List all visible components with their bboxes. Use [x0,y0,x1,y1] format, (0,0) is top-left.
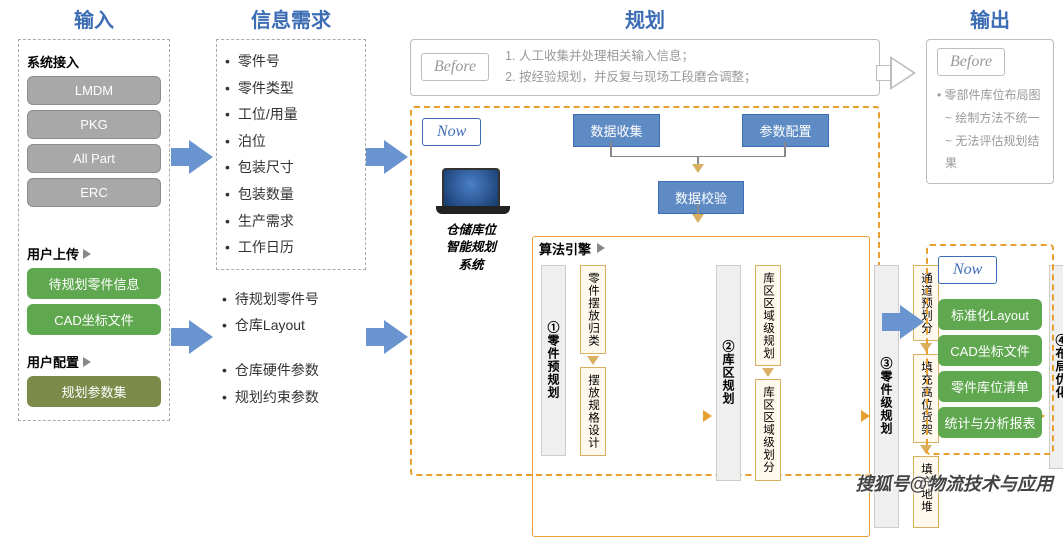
plan-before-box: Before 1. 人工收集并处理相关输入信息； 2. 按经验规划，并反复与现场… [410,39,880,96]
arrow-right-icon [189,140,213,174]
system-name: 仓储库位 智能规划 系统 [426,222,516,275]
chevron-right-icon [83,249,91,259]
plan-now-box: Now 仓储库位 智能规划 系统 数据收集 参数配置 数据校验 [410,106,880,476]
before-tag: Before [937,48,1005,76]
phase-header: ①零件预规划 [541,265,566,456]
arrow-right-icon [900,305,924,339]
sect-config: 用户配置 [27,352,161,371]
sys-item: All Part [27,144,161,173]
upload-item: 待规划零件信息 [27,268,161,299]
chevron-right-icon [597,243,605,253]
input-panel: 系统接入 LMDM PKG All Part ERC 用户上传 待规划零件信息 … [18,39,170,421]
upload-item: CAD坐标文件 [27,304,161,335]
sect-system: 系统接入 [27,52,161,71]
arrow-down-icon [762,368,774,377]
out-item: 统计与分析报表 [938,407,1042,438]
now-tag: Now [938,256,997,284]
phase-group: ②库区规划库区区域级规划库区区域级划分 [716,265,857,481]
before-tag: Before [421,53,489,81]
arrow-right-icon [384,140,408,174]
header-demand: 信息需求 [216,4,366,33]
phase-cell: 库区区域级规划 [755,265,781,367]
arrow-down-icon [692,164,704,173]
phase-cell: 库区区域级划分 [755,379,781,481]
demand-list: 零件号零件类型 工位/用量泊位 包装尺寸包装数量 生产需求工作日历 [225,48,357,261]
arrow-down-icon [692,214,704,223]
config-item: 规划参数集 [27,376,161,407]
before-line: 1. 人工收集并处理相关输入信息； [505,46,756,67]
arrow-right-icon [384,320,408,354]
engine-title: 算法引擎 [539,239,605,258]
header-plan: 规划 [410,4,880,33]
now-tag: Now [422,118,481,146]
sect-upload: 用户上传 [27,244,161,263]
sys-item: ERC [27,178,161,207]
output-before-box: Before • 零部件库位布局图 ~ 绘制方法不统一 ~ 无法评估规划结果 [926,39,1054,184]
phase-header: ②库区规划 [716,265,741,481]
demand-panel-1: 零件号零件类型 工位/用量泊位 包装尺寸包装数量 生产需求工作日历 [216,39,366,270]
engine-box: 算法引擎 ①零件预规划零件摆放归类摆放规格设计②库区规划库区区域级规划库区区域级… [532,236,870,537]
node-collect: 数据收集 [573,114,659,147]
arrow-right-small-icon [703,410,712,422]
arrow-right-small-icon [861,410,870,422]
demand-list-3: 仓库硬件参数规划约束参数 [216,357,366,410]
header-output: 输出 [926,4,1054,33]
laptop-icon [442,168,500,208]
out-item: CAD坐标文件 [938,335,1042,366]
out-before-line: ~ 无法评估规划结果 [937,130,1043,176]
out-item: 零件库位清单 [938,371,1042,402]
phase-cell: 零件摆放归类 [580,265,606,354]
arrow-down-icon [587,356,599,365]
arrow-right-icon [189,320,213,354]
sys-item: LMDM [27,76,161,105]
node-check: 数据校验 [658,181,744,214]
phase-cell: 摆放规格设计 [580,367,606,456]
out-before-line: • 零部件库位布局图 [937,84,1043,107]
out-item: 标准化Layout [938,299,1042,330]
demand-list-2: 待规划零件号仓库Layout [216,286,366,339]
output-now-box: Now 标准化Layout CAD坐标文件 零件库位清单 统计与分析报表 [926,244,1054,455]
header-input: 输入 [18,4,170,33]
sys-item: PKG [27,110,161,139]
before-line: 2. 按经验规划，并反复与现场工段磨合调整； [505,67,756,88]
phase-group: ①零件预规划零件摆放归类摆放规格设计 [541,265,699,456]
arrow-right-outline-icon [890,56,916,90]
chevron-right-icon [83,357,91,367]
out-before-line: ~ 绘制方法不统一 [937,107,1043,130]
watermark: 搜狐号@物流技术与应用 [855,470,1053,496]
